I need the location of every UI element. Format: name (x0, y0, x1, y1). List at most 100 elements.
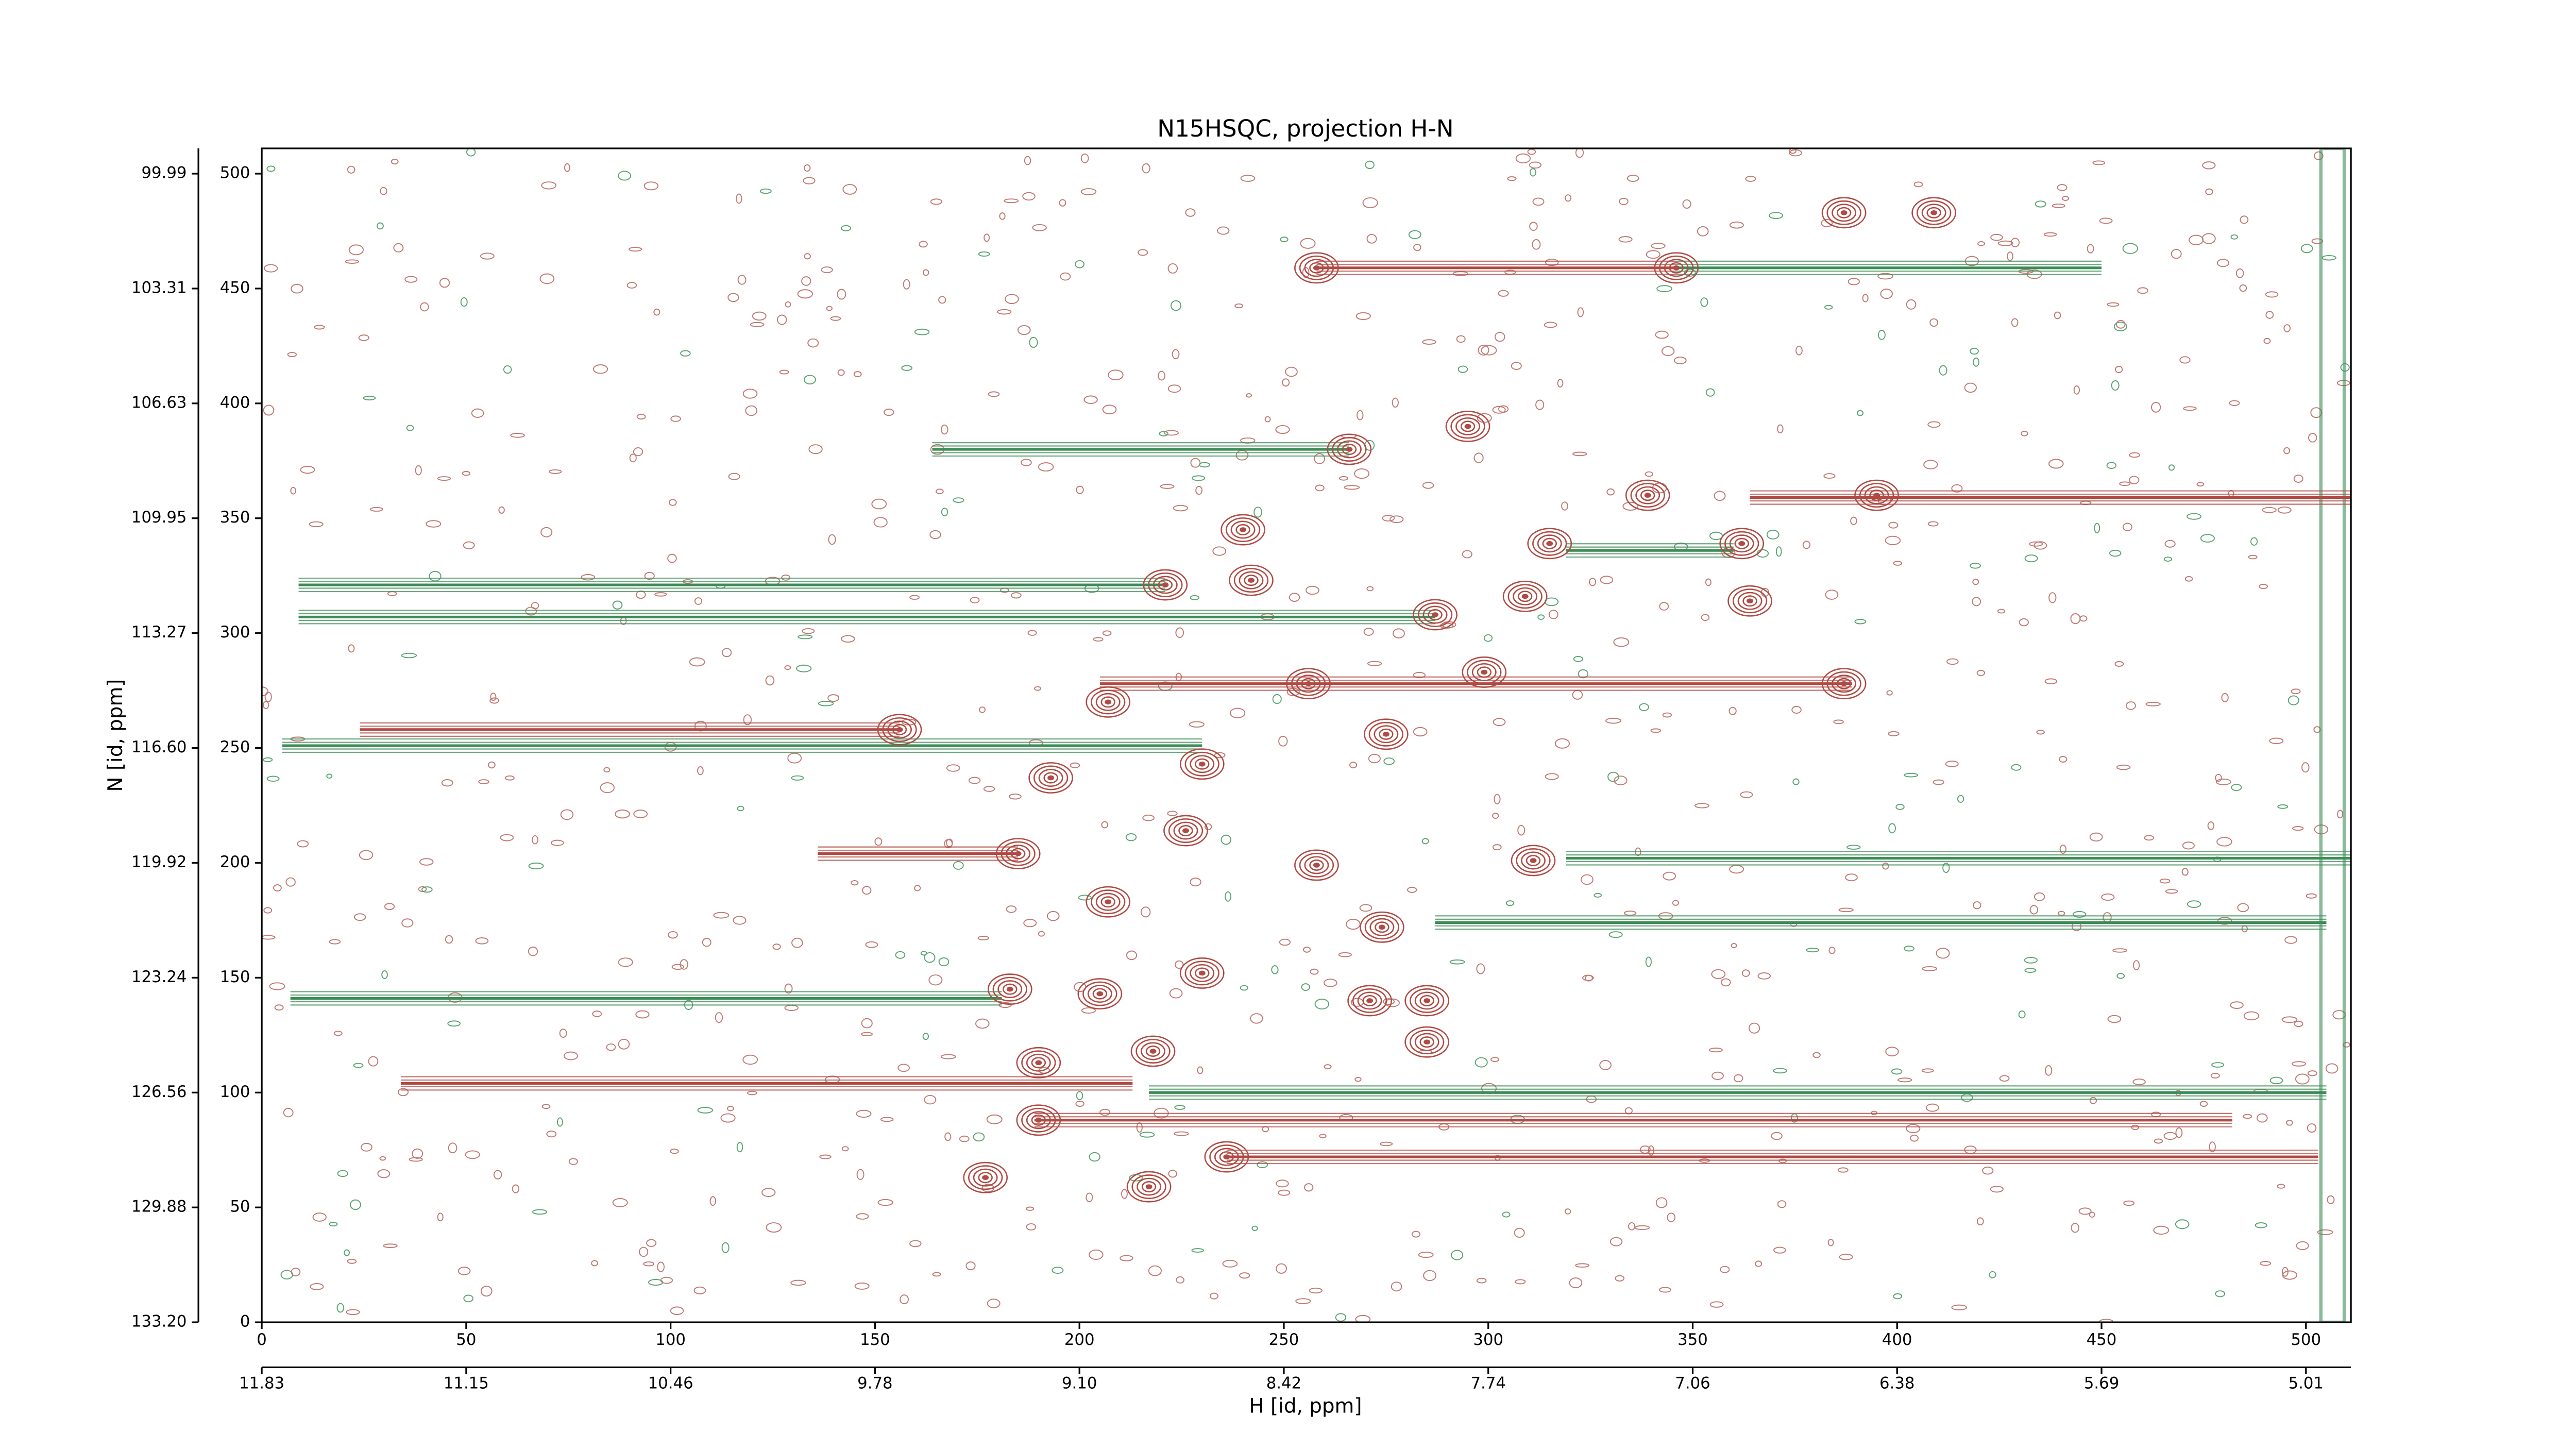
noise-contour (924, 1094, 937, 1105)
peak-contour (1659, 255, 1694, 280)
noise-contour (1217, 226, 1230, 235)
noise-contour (1655, 1197, 1668, 1208)
x2-tick-label: 6.38 (1879, 1374, 1914, 1392)
noise-contour (419, 858, 434, 866)
noise-contour (940, 424, 948, 435)
noise-contour (2187, 513, 2201, 520)
noise-contour (1927, 521, 1939, 527)
peak-contour (877, 714, 922, 746)
noise-contour (2283, 324, 2291, 332)
noise-contour (759, 188, 772, 194)
noise-contour (2054, 311, 2061, 319)
noise-contour (1304, 1183, 1314, 1192)
noise-contour (1663, 871, 1676, 881)
peak-contour (1230, 520, 1256, 539)
x2-tick-label: 8.42 (1266, 1374, 1301, 1392)
noise-contour (1225, 891, 1232, 902)
noise-contour (1511, 362, 1522, 370)
noise-contour (1282, 378, 1290, 387)
noise-contour (1608, 931, 1623, 938)
peak-core (1105, 899, 1112, 905)
peak-contour (1537, 534, 1562, 553)
peak-core (1546, 541, 1553, 546)
noise-contour (1734, 1074, 1743, 1083)
noise-contour (439, 278, 450, 288)
peak-contour (1296, 675, 1321, 693)
peak-contour (1286, 668, 1331, 700)
noise-contour (1535, 399, 1545, 410)
noise-contour (667, 553, 677, 563)
noise-contour (1977, 241, 1986, 246)
noise-contour (826, 306, 833, 311)
x2-tick-label: 9.10 (1062, 1374, 1097, 1392)
noise-contour (2229, 400, 2240, 406)
peak-contour (1141, 1181, 1157, 1193)
noise-contour (1729, 865, 1744, 874)
noise-contour (2277, 1184, 2285, 1189)
noise-contour (1017, 325, 1031, 335)
peak-contour (1195, 758, 1210, 770)
noise-contour (1791, 706, 1802, 714)
peak-contour (1477, 666, 1492, 678)
y2-tick-label: 119.92 (131, 853, 187, 871)
noise-contour (2114, 661, 2124, 667)
noise-contour (2043, 232, 2057, 237)
noise-contour (1476, 963, 1485, 974)
noise-contour (1973, 357, 1980, 367)
noise-contour (539, 273, 555, 284)
noise-contour (2269, 737, 2284, 745)
noise-contour (997, 309, 1012, 315)
noise-contour (785, 301, 791, 308)
noise-contour (626, 282, 637, 289)
noise-contour (2311, 238, 2324, 244)
noise-contour (1582, 974, 1594, 981)
noise-contour (1279, 938, 1291, 946)
noise-contour (437, 1212, 444, 1222)
noise-contour (2282, 1270, 2297, 1280)
noise-contour (1886, 690, 1893, 696)
peak-contour (1309, 859, 1324, 871)
noise-contour (736, 193, 742, 204)
noise-contour (1645, 471, 1653, 477)
peak-core (1432, 612, 1439, 617)
noise-contour (1458, 365, 1468, 373)
peak-contour (1178, 825, 1193, 837)
noise-contour (471, 408, 484, 418)
peak-contour (1294, 849, 1339, 881)
noise-contour (1359, 904, 1372, 912)
noise-contour (283, 1107, 294, 1118)
peak-contour (1368, 721, 1403, 747)
noise-contour (2209, 1141, 2216, 1153)
noise-contour (1888, 521, 1899, 529)
noise-contour (765, 675, 775, 686)
noise-contour (1976, 670, 1986, 676)
peak-contour (1654, 252, 1699, 284)
peak-contour (1141, 1042, 1165, 1060)
noise-contour (1492, 844, 1502, 851)
noise-contour (1413, 727, 1428, 737)
noise-contour (1888, 823, 1896, 834)
noise-contour (938, 296, 946, 304)
peak-contour (1836, 678, 1852, 689)
noise-contour (2294, 1020, 2303, 1027)
noise-contour (346, 1309, 360, 1316)
noise-contour (1214, 752, 1226, 759)
noise-contour (2073, 385, 2080, 395)
noise-contour (1880, 289, 1893, 299)
noise-contour (2061, 196, 2070, 201)
noise-contour (2200, 534, 2215, 543)
noise-contour (2296, 1241, 2309, 1251)
noise-contour (1026, 1223, 1037, 1231)
noise-contour (2237, 903, 2249, 913)
noise-contour (1970, 347, 1979, 355)
noise-contour (1490, 1057, 1500, 1063)
noise-contour (1827, 1239, 1834, 1246)
noise-contour (329, 1221, 338, 1227)
noise-contour (401, 918, 414, 928)
noise-contour (2239, 284, 2247, 292)
noise-contour (702, 938, 711, 947)
noise-contour (1517, 824, 1526, 836)
noise-contour (1709, 1048, 1723, 1053)
noise-contour (1413, 672, 1426, 679)
peak-contour (1521, 851, 1546, 870)
